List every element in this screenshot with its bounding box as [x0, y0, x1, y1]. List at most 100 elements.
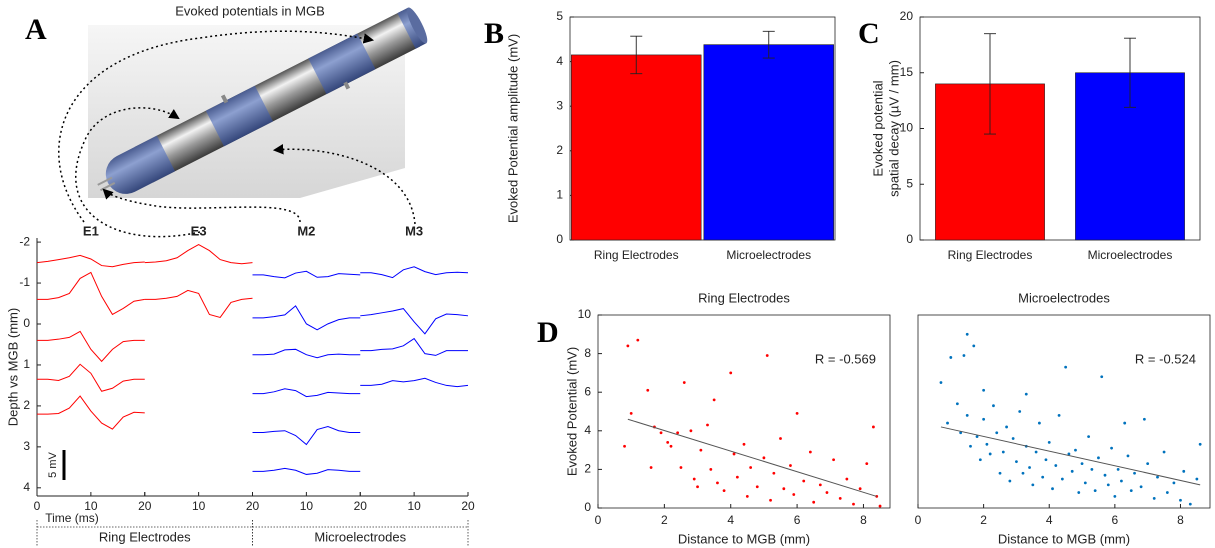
- waveform: [252, 467, 361, 475]
- point: [852, 502, 855, 506]
- group-label: Ring Electrodes: [99, 529, 191, 544]
- bar: [571, 54, 702, 241]
- x-tick-label: 20: [138, 499, 152, 513]
- point: [782, 487, 786, 491]
- point: [1110, 446, 1113, 450]
- point: [1031, 483, 1035, 487]
- x-tick-label: 6: [794, 513, 801, 527]
- waveform: [37, 330, 145, 363]
- point: [995, 431, 999, 435]
- panel-letter: A: [25, 13, 47, 46]
- point: [972, 344, 976, 348]
- point: [682, 381, 686, 384]
- group-bracket: [252, 520, 469, 546]
- point: [965, 413, 969, 417]
- axes-box: [917, 314, 1211, 509]
- x-tick-label: 8: [860, 513, 867, 527]
- point: [872, 425, 875, 429]
- y-tick-label: 8: [584, 346, 591, 360]
- x-tick-label: 10: [192, 499, 206, 513]
- y-tick-label: 1: [23, 357, 30, 371]
- point: [982, 417, 986, 421]
- plot-title: Microelectrodes: [1018, 290, 1110, 305]
- point: [1083, 481, 1087, 485]
- point: [669, 444, 673, 448]
- trace: [37, 330, 145, 363]
- point: [1120, 479, 1123, 483]
- point: [988, 452, 992, 456]
- point: [1060, 477, 1064, 481]
- point: [729, 371, 733, 375]
- point: [699, 448, 703, 452]
- waveform: [252, 305, 361, 331]
- point: [946, 421, 949, 425]
- point: [825, 491, 829, 494]
- point: [732, 452, 736, 456]
- y-tick-label: -2: [19, 234, 30, 248]
- point: [1015, 460, 1018, 464]
- panel-letter: D: [537, 316, 559, 349]
- y-tick-label: 1: [556, 188, 563, 202]
- y-axis-label: Evoked Potential amplitude (mV): [505, 34, 520, 223]
- point: [735, 475, 739, 479]
- point: [1028, 466, 1031, 469]
- x-tick-label: 10: [407, 499, 421, 513]
- point: [1064, 365, 1068, 369]
- waveform: [144, 243, 253, 265]
- point: [965, 332, 969, 336]
- point: [1188, 502, 1192, 506]
- trace: [252, 425, 361, 446]
- waveform: [252, 388, 361, 398]
- point: [1198, 442, 1202, 446]
- point: [1113, 495, 1117, 498]
- point: [769, 498, 772, 502]
- point: [1162, 450, 1166, 454]
- point: [1195, 477, 1199, 481]
- point: [722, 489, 726, 493]
- point: [1129, 489, 1133, 493]
- y-tick-label: 20: [900, 9, 914, 23]
- y-tick-label: 0: [23, 316, 30, 330]
- trace: [252, 305, 361, 331]
- error-bar: [1124, 37, 1136, 108]
- trace: [252, 348, 361, 359]
- point: [706, 423, 709, 427]
- point: [1116, 468, 1120, 471]
- point: [1034, 450, 1038, 454]
- point: [779, 437, 782, 440]
- point: [742, 442, 746, 446]
- waveform: [252, 425, 361, 446]
- y-tick-label: 4: [556, 54, 563, 68]
- point: [679, 466, 683, 469]
- electrode-label: M3: [405, 223, 423, 238]
- waveform: [360, 377, 469, 388]
- group-label: Microelectrodes: [314, 529, 406, 544]
- electrode-label: E3: [191, 223, 207, 238]
- point: [1024, 392, 1028, 396]
- electrode-label: M2: [297, 223, 315, 238]
- point: [982, 388, 986, 392]
- annotation: R = -0.569: [815, 351, 876, 366]
- trace: [252, 388, 361, 398]
- x-tick-label: 2: [661, 513, 668, 527]
- point: [1090, 468, 1094, 471]
- point: [1008, 479, 1012, 483]
- point: [1097, 456, 1100, 460]
- y-tick-label: 4: [584, 423, 591, 437]
- y-tick-label: 2: [556, 143, 563, 157]
- point: [985, 442, 989, 446]
- x-tick-label: 20: [354, 499, 368, 513]
- point: [626, 344, 630, 348]
- point: [1139, 485, 1143, 489]
- x-tick-label: 4: [1046, 513, 1053, 527]
- point: [1077, 491, 1081, 494]
- point: [749, 466, 753, 469]
- fit-line: [627, 418, 877, 497]
- waveform: [37, 363, 145, 392]
- y-tick-label: 10: [578, 307, 592, 321]
- point: [1179, 498, 1182, 502]
- x-tick-label: 6: [1112, 513, 1119, 527]
- plot-title: Ring Electrodes: [698, 290, 790, 305]
- point: [716, 481, 719, 485]
- trace: [144, 243, 253, 265]
